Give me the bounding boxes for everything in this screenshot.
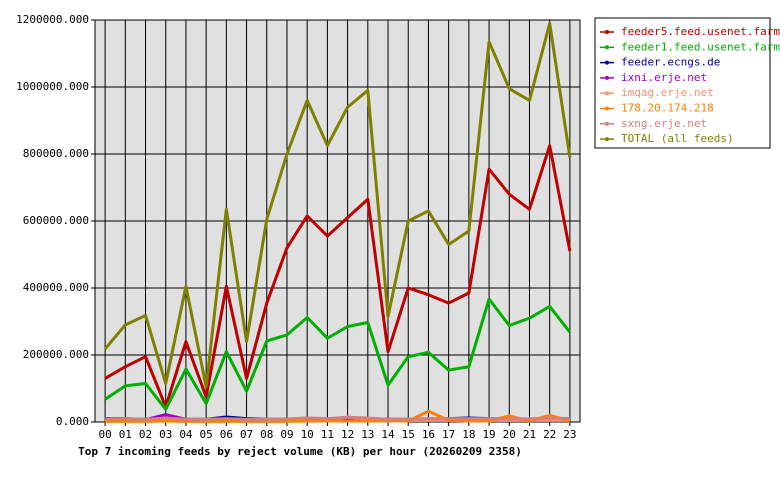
legend-marker [605, 91, 609, 96]
legend-label: imqag.erje.net [621, 86, 714, 99]
x-tick-label: 01 [119, 428, 132, 441]
x-tick-label: 15 [402, 428, 415, 441]
legend-marker [605, 60, 609, 65]
series-line [105, 409, 571, 423]
x-tick-label: 14 [381, 428, 395, 441]
legend-label: sxng.erje.net [621, 117, 707, 130]
y-tick-label: 200000.000 [23, 348, 89, 361]
x-tick-label: 13 [361, 428, 374, 441]
legend-marker [605, 75, 609, 80]
legend-label: 178.20.174.218 [621, 102, 714, 115]
legend-label: TOTAL (all feeds) [621, 132, 734, 145]
x-tick-label: 06 [220, 428, 233, 441]
x-tick-label: 00 [98, 428, 111, 441]
x-tick-label: 09 [280, 428, 293, 441]
legend-marker [605, 45, 609, 50]
legend-label: feeder5.feed.usenet.farm [621, 25, 780, 38]
x-tick-label: 12 [341, 428, 354, 441]
x-tick-label: 10 [301, 428, 314, 441]
legend-marker [605, 137, 609, 142]
x-tick-label: 18 [462, 428, 475, 441]
x-tick-label: 05 [200, 428, 213, 441]
series-line [104, 144, 572, 409]
legend-label: feeder.ecngs.de [621, 56, 720, 69]
x-tick-label: 16 [422, 428, 435, 441]
legend-marker [605, 121, 609, 126]
x-tick-label: 08 [260, 428, 273, 441]
x-tick-label: 03 [159, 428, 172, 441]
x-tick-label: 22 [543, 428, 556, 441]
y-tick-label: 600000.000 [23, 214, 89, 227]
x-tick-label: 04 [179, 428, 193, 441]
chart-title: Top 7 incoming feeds by reject volume (K… [78, 445, 522, 458]
y-tick-label: 0.000 [56, 415, 89, 428]
y-tick-label: 800000.000 [23, 147, 89, 160]
y-tick-label: 1200000.000 [16, 13, 89, 26]
x-tick-label: 21 [523, 428, 536, 441]
x-tick-label: 23 [563, 428, 576, 441]
x-tick-label: 02 [139, 428, 152, 441]
x-tick-label: 11 [321, 428, 334, 441]
legend-label: feeder1.feed.usenet.farm [621, 40, 780, 53]
series-line [104, 297, 572, 411]
x-tick-label: 17 [442, 428, 455, 441]
legend-marker [605, 30, 609, 34]
series-line [105, 415, 570, 421]
y-tick-label: 400000.000 [23, 281, 89, 294]
legend-marker [605, 106, 609, 111]
x-tick-label: 19 [482, 428, 495, 441]
legend-label: ixni.erje.net [621, 71, 707, 84]
x-tick-label: 07 [240, 428, 253, 441]
legend-box [594, 17, 771, 149]
series-line [103, 21, 572, 389]
y-tick-label: 1000000.000 [16, 80, 89, 93]
x-tick-label: 20 [503, 428, 516, 441]
